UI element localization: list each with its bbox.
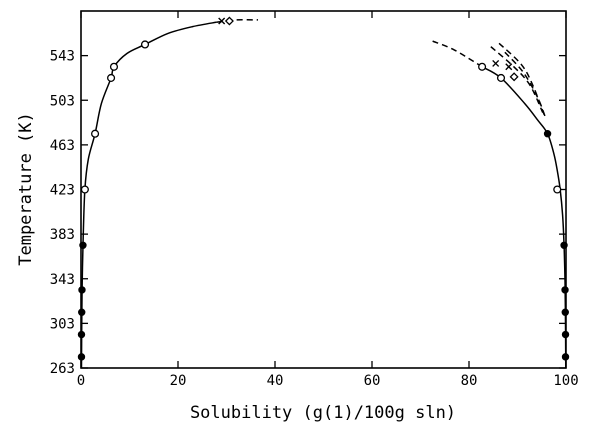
- open-circle-point: [107, 73, 116, 82]
- filled-circle-point: [77, 353, 86, 361]
- filled-circle-point: [543, 130, 552, 138]
- x-tick-label: 0: [77, 373, 85, 389]
- y-tick-label: 423: [50, 183, 75, 199]
- y-tick-label: 383: [50, 227, 75, 243]
- y-tick-label: 543: [50, 49, 75, 65]
- axis-ticks: 0 20 40 60 80 100 263 303 343 383 423 463 503 543: [50, 11, 579, 389]
- curves: [80, 19, 567, 369]
- open-circle-point: [478, 62, 487, 71]
- filled-circle-point: [561, 286, 569, 294]
- dashed-curve: [504, 51, 547, 119]
- filled-circle-point: [561, 308, 569, 316]
- x-marker-point: [218, 17, 226, 25]
- y-tick-label: 503: [50, 93, 75, 109]
- open-circle-point: [91, 129, 100, 138]
- dashed-curve: [432, 40, 483, 68]
- plot-frame: [80, 10, 567, 369]
- solid-fit-curve: [80, 21, 217, 369]
- open-circle-point: [109, 62, 119, 71]
- y-tick-label: 463: [50, 138, 75, 154]
- filled-circle-point: [560, 241, 568, 249]
- y-tick-label: 263: [50, 361, 75, 377]
- filled-circle-point: [561, 353, 570, 361]
- filled-circle-point: [78, 286, 86, 294]
- filled-circle-point: [77, 330, 86, 339]
- solid-fit-curve: [481, 66, 567, 369]
- x-tick-label: 100: [553, 373, 578, 389]
- y-tick-label: 343: [50, 272, 75, 288]
- y-axis-label: Temperature (K): [16, 112, 36, 266]
- diamond-point: [224, 16, 234, 26]
- open-circle-point: [140, 40, 150, 49]
- filled-circle-point: [79, 241, 87, 249]
- x-tick-label: 20: [170, 373, 187, 389]
- x-tick-label: 60: [364, 373, 381, 389]
- x-tick-label: 40: [267, 373, 284, 389]
- data-markers: [77, 16, 570, 361]
- x-marker-point: [492, 59, 500, 67]
- x-marker-point: [505, 63, 513, 71]
- open-circle-point: [80, 185, 89, 194]
- open-circle-point: [553, 185, 562, 194]
- y-tick-label: 303: [50, 316, 75, 332]
- filled-circle-point: [561, 330, 570, 339]
- dashed-curve: [490, 46, 544, 113]
- x-tick-label: 80: [461, 373, 478, 389]
- x-axis-label: Solubility (g(1)/100g sln): [190, 403, 456, 423]
- filled-circle-point: [78, 308, 86, 316]
- diamond-point: [509, 72, 519, 82]
- open-circle-point: [496, 73, 506, 82]
